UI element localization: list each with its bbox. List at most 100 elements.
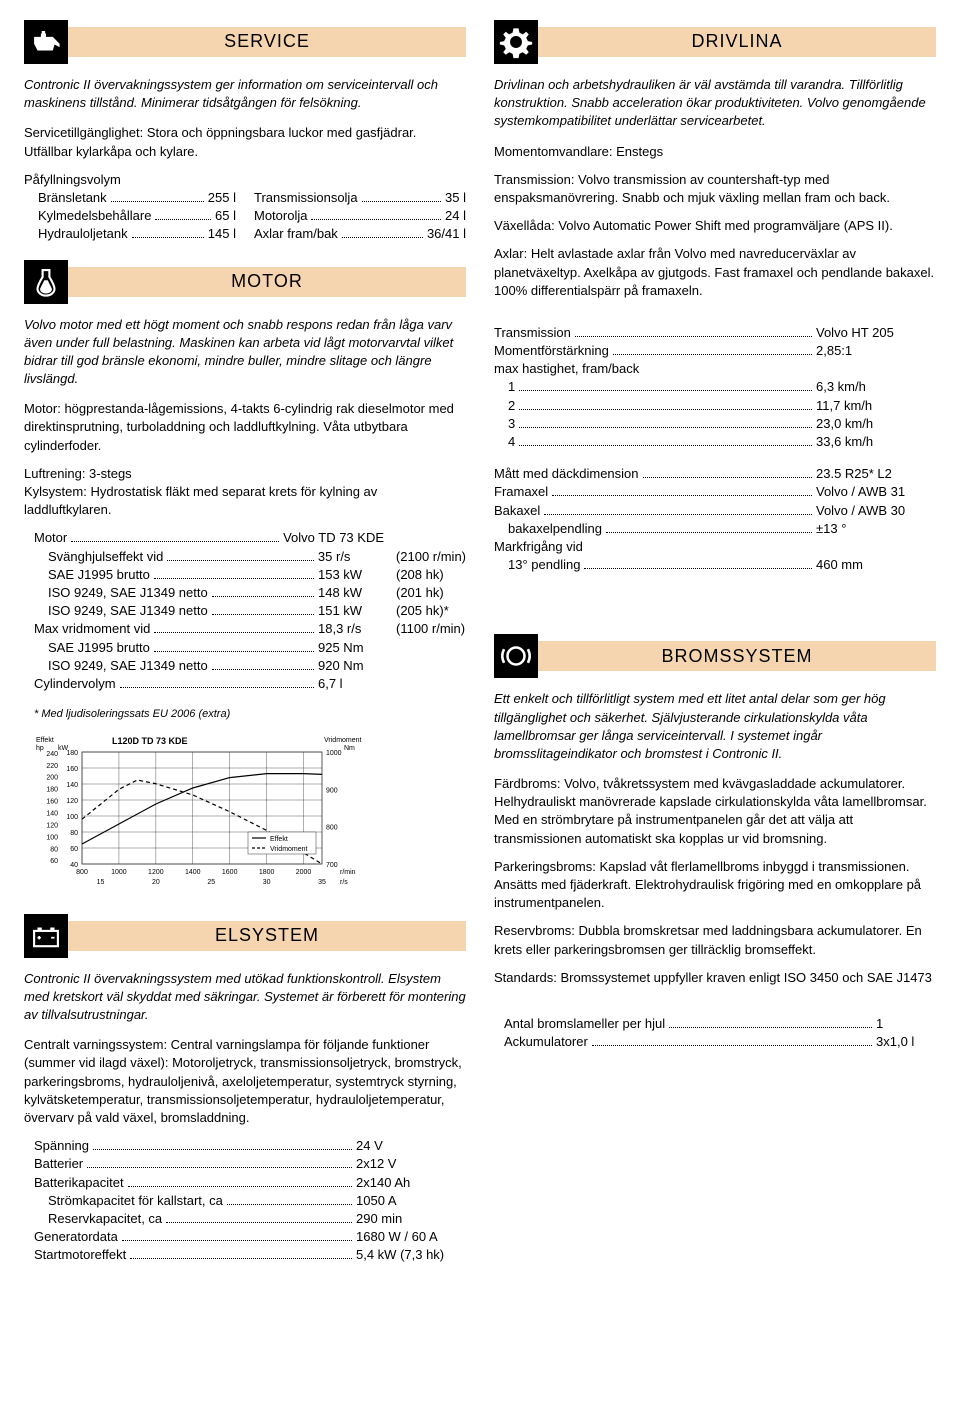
- spec-value: 2x12 V: [356, 1155, 466, 1173]
- svg-text:Effekt: Effekt: [270, 836, 288, 843]
- elsystem-para1: Centralt varningssystem: Central varning…: [24, 1036, 466, 1127]
- fill-right: Transmissionsolja35 l Motorolja24 l Axla…: [254, 189, 466, 244]
- spec-row: Svänghjulseffekt vid35 r/s(2100 r/min): [34, 548, 466, 566]
- svg-text:1800: 1800: [259, 869, 275, 876]
- service-header: SERVICE: [24, 20, 466, 64]
- elsystem-intro: Contronic II övervakningssystem med utök…: [24, 970, 466, 1025]
- spec-label: Transmissionsolja: [254, 189, 358, 207]
- svg-text:r/s: r/s: [340, 879, 348, 886]
- service-para1: Servicetillgänglighet: Stora och öppning…: [24, 124, 466, 160]
- flask-icon: [24, 260, 68, 304]
- svg-text:Nm: Nm: [344, 745, 355, 752]
- drivlina-specs1: TransmissionVolvo HT 205 Momentförstärkn…: [494, 324, 936, 451]
- svg-text:1000: 1000: [111, 869, 127, 876]
- service-title: SERVICE: [68, 27, 466, 57]
- drivlina-header: DRIVLINA: [494, 20, 936, 64]
- svg-text:200: 200: [46, 775, 58, 782]
- spec-value: 6,7 l: [318, 675, 384, 693]
- spec-value: 5,4 kW (7,3 hk): [356, 1246, 466, 1264]
- svg-text:40: 40: [70, 862, 78, 869]
- spec-row: SAE J1995 brutto153 kW(208 hk): [34, 566, 466, 584]
- spec-value: 148 kW: [318, 584, 384, 602]
- spec-value: 11,7 km/h: [816, 397, 936, 415]
- svg-text:80: 80: [50, 847, 58, 854]
- spec-value: 23.5 R25* L2: [816, 465, 936, 483]
- spec-value: 1050 A: [356, 1192, 466, 1210]
- svg-text:100: 100: [66, 814, 78, 821]
- drivlina-specs2: Mått med däckdimension23.5 R25* L2 Frama…: [494, 465, 936, 574]
- motor-para1: Motor: högprestanda-lågemissions, 4-takt…: [24, 400, 466, 455]
- motor-footnote: * Med ljudisoleringssats EU 2006 (extra): [24, 707, 466, 722]
- spec-row: SAE J1995 brutto925 Nm: [34, 639, 466, 657]
- drivlina-title: DRIVLINA: [538, 27, 936, 57]
- svg-text:240: 240: [46, 751, 58, 758]
- spec-label: Framaxel: [494, 483, 548, 501]
- spec-value: 36/41 l: [427, 225, 466, 243]
- svg-text:100: 100: [46, 835, 58, 842]
- spec-label: 4: [508, 433, 515, 451]
- svg-text:120: 120: [46, 823, 58, 830]
- motor-specs: MotorVolvo TD 73 KDE Svänghjulseffekt vi…: [24, 529, 466, 693]
- spec-value: 6,3 km/h: [816, 378, 936, 396]
- svg-text:120: 120: [66, 798, 78, 805]
- spec-value: 33,6 km/h: [816, 433, 936, 451]
- spec-value: 23,0 km/h: [816, 415, 936, 433]
- spec-label: Strömkapacitet för kallstart, ca: [48, 1192, 223, 1210]
- drivlina-para1: Momentomvandlare: Enstegs: [494, 143, 936, 161]
- svg-text:L120D TD 73 KDE: L120D TD 73 KDE: [112, 736, 188, 746]
- spec-label: ISO 9249, SAE J1349 netto: [48, 584, 208, 602]
- spec-label: Max vridmoment vid: [34, 620, 150, 638]
- motor-title: MOTOR: [68, 267, 466, 297]
- spec-row: Reservkapacitet, ca290 min: [34, 1210, 466, 1228]
- svg-text:180: 180: [46, 787, 58, 794]
- spec-value: 18,3 r/s: [318, 620, 384, 638]
- spec-label: Transmission: [494, 324, 571, 342]
- spec-label: Startmotoreffekt: [34, 1246, 126, 1264]
- spec-label: 1: [508, 378, 515, 396]
- elsystem-header: ELSYSTEM: [24, 914, 466, 958]
- spec-label: SAE J1995 brutto: [48, 566, 150, 584]
- battery-icon: [24, 914, 68, 958]
- spec-label: Reservkapacitet, ca: [48, 1210, 162, 1228]
- fill-heading: Påfyllningsvolym: [24, 171, 466, 189]
- broms-para1: Färdbroms: Volvo, tvåkretssystem med kvä…: [494, 775, 936, 848]
- svg-text:800: 800: [76, 869, 88, 876]
- spec-value: 1: [876, 1015, 936, 1033]
- spec-label: Motorolja: [254, 207, 307, 225]
- svg-text:25: 25: [207, 879, 215, 886]
- svg-text:160: 160: [66, 766, 78, 773]
- spec-row: Strömkapacitet för kallstart, ca 1050 A: [34, 1192, 466, 1210]
- spec-value: 2x140 Ah: [356, 1174, 466, 1192]
- svg-text:1600: 1600: [222, 869, 238, 876]
- fill-volumes: Bränsletank255 l Kylmedelsbehållare65 l …: [24, 189, 466, 244]
- spec-value: 35 r/s: [318, 548, 384, 566]
- svg-text:1000: 1000: [326, 750, 342, 757]
- spec-value: Volvo HT 205: [816, 324, 936, 342]
- right-column: DRIVLINA Drivlinan och arbetshydrauliken…: [494, 20, 936, 1278]
- svg-text:900: 900: [326, 788, 338, 795]
- svg-text:kW: kW: [58, 745, 69, 752]
- spec-value: 2,85:1: [816, 342, 936, 360]
- speed-list: 16,3 km/h 211,7 km/h 323,0 km/h 433,6 km…: [494, 378, 936, 451]
- drivlina-intro: Drivlinan och arbetshydrauliken är väl a…: [494, 76, 936, 131]
- broms-title: BROMSSYSTEM: [538, 641, 936, 671]
- gear-icon: [494, 20, 538, 64]
- spec-value: 3x1,0 l: [876, 1033, 936, 1051]
- motor-chart: 4060801001201401601806080100120140160180…: [34, 734, 466, 899]
- spec-label: ISO 9249, SAE J1349 netto: [48, 602, 208, 620]
- brake-icon: [494, 634, 538, 678]
- spec-value: Volvo TD 73 KDE: [283, 529, 384, 547]
- spec-row: ISO 9249, SAE J1349 netto920 Nm: [34, 657, 466, 675]
- drivlina-para4: Axlar: Helt avlastade axlar från Volvo m…: [494, 245, 936, 300]
- spec-label: 13° pendling: [508, 556, 580, 574]
- spec-value: 24 l: [445, 207, 466, 225]
- spec-label: Spänning: [34, 1137, 89, 1155]
- service-intro: Contronic II övervakningssystem ger info…: [24, 76, 466, 112]
- svg-text:80: 80: [70, 830, 78, 837]
- spec-label: Bränsletank: [38, 189, 107, 207]
- spec-label: Hydrauloljetank: [38, 225, 128, 243]
- spec-row: Batterier2x12 V: [34, 1155, 466, 1173]
- broms-intro: Ett enkelt och tillförlitligt system med…: [494, 690, 936, 763]
- spec-label: ISO 9249, SAE J1349 netto: [48, 657, 208, 675]
- motor-para3: Kylsystem: Hydrostatisk fläkt med separa…: [24, 483, 466, 519]
